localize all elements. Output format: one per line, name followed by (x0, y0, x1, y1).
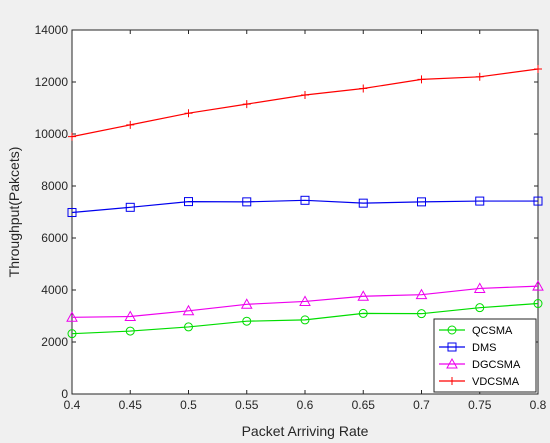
data-point (300, 195, 310, 205)
y-tick-label: 14000 (35, 23, 69, 37)
data-point (242, 197, 252, 207)
legend-label: VDCSMA (472, 376, 520, 388)
data-point (532, 280, 544, 291)
series-qcsma (67, 299, 543, 339)
x-tick-label: 0.7 (413, 398, 430, 412)
data-point (125, 202, 135, 212)
data-point (240, 298, 253, 309)
x-axis-label: Packet Arriving Rate (242, 423, 369, 439)
data-point (66, 311, 78, 322)
data-point (242, 100, 251, 109)
series-line (71, 199, 538, 214)
y-tick-label: 6000 (41, 231, 68, 245)
data-point (447, 342, 457, 352)
y-tick-label: 0 (61, 387, 68, 401)
y-tick-label: 10000 (35, 127, 69, 141)
data-point (358, 308, 368, 318)
series-dms (67, 195, 543, 218)
data-point (475, 72, 484, 81)
data-point (475, 196, 485, 206)
data-point (300, 315, 310, 325)
data-point (124, 310, 137, 322)
x-tick-label: 0.6 (297, 398, 314, 412)
legend-label: DMS (472, 342, 496, 354)
data-point (534, 65, 542, 73)
data-point (533, 299, 543, 309)
series-line (71, 302, 539, 335)
legend-label: DGCSMA (472, 359, 521, 371)
data-point (415, 288, 428, 300)
legend-item: VDCSMA (439, 376, 520, 388)
x-tick-label: 0.4 (64, 398, 81, 412)
data-point (417, 309, 426, 319)
data-point (68, 132, 76, 141)
y-tick-label: 12000 (35, 75, 69, 89)
x-tick-label: 0.55 (235, 398, 259, 412)
legend-item: DMS (439, 342, 496, 354)
data-point (67, 329, 77, 339)
x-tick-label: 0.8 (530, 398, 547, 412)
data-point (301, 91, 309, 99)
y-tick-label: 2000 (41, 335, 68, 349)
data-point (359, 84, 368, 93)
data-point (184, 197, 193, 207)
legend-label: QCSMA (472, 325, 513, 337)
legend: QCSMA DMS DGCSMA VDCSMA (433, 318, 537, 393)
data-point (125, 326, 135, 336)
x-tick-label: 0.45 (119, 398, 143, 412)
data-point (358, 198, 368, 208)
data-point (446, 357, 458, 369)
data-point (67, 208, 77, 218)
legend-item: DGCSMA (439, 357, 521, 371)
y-tick-label: 4000 (41, 283, 68, 297)
y-axis-ticks: 0 2000 4000 6000 8000 10000 12000 14000 (35, 23, 538, 401)
data-point (242, 316, 252, 326)
data-point (533, 196, 543, 206)
data-point (182, 304, 195, 316)
x-tick-label: 0.5 (180, 398, 197, 412)
data-point (126, 120, 135, 129)
data-point (475, 303, 485, 313)
series-layer (66, 65, 544, 339)
data-point (184, 322, 193, 332)
data-point (447, 325, 457, 335)
x-tick-label: 0.75 (468, 398, 492, 412)
x-axis-ticks: 0.4 0.45 0.5 0.55 0.6 0.65 0.7 0.75 0.8 (64, 30, 547, 412)
y-tick-label: 8000 (41, 179, 68, 193)
data-point (184, 109, 193, 118)
legend-box (433, 318, 537, 393)
data-point (473, 282, 486, 293)
data-point (417, 197, 426, 207)
x-tick-label: 0.65 (352, 398, 376, 412)
data-point (357, 290, 370, 301)
y-axis-label: Throughput(Pakcets) (6, 147, 22, 278)
legend-item: QCSMA (439, 325, 513, 337)
series-line (71, 285, 539, 318)
data-point (299, 295, 311, 306)
data-point (448, 377, 456, 385)
series-dgcsma (66, 280, 544, 322)
data-point (417, 75, 426, 84)
series-vdcsma (68, 65, 542, 141)
